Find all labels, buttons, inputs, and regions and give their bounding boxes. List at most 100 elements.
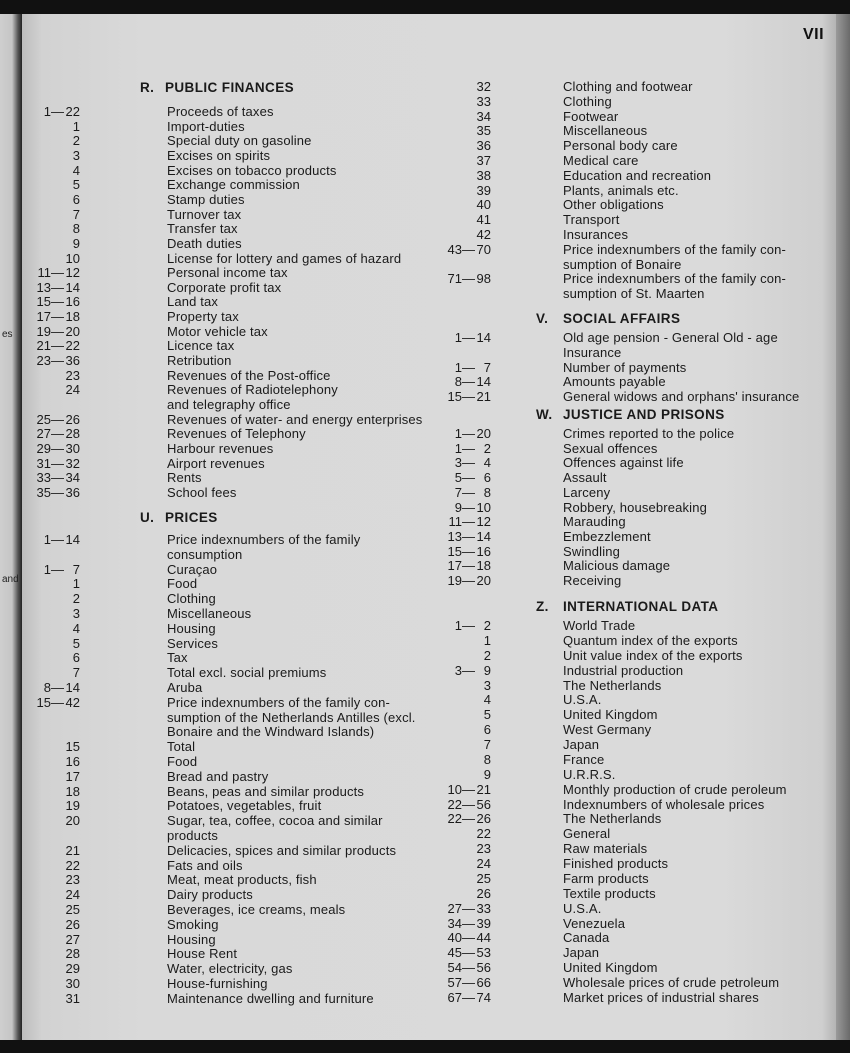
table-number-from: 45— xyxy=(447,945,475,961)
table-title: U.S.A. xyxy=(563,900,602,916)
table-title: Personal income tax xyxy=(167,265,288,281)
table-title: Property tax xyxy=(167,309,239,325)
table-title: The Netherlands xyxy=(563,677,662,693)
table-number-to: 15 xyxy=(65,739,80,755)
table-number-to: 16 xyxy=(65,294,80,310)
table-title: Larceny xyxy=(563,484,611,500)
table-number-to: 20 xyxy=(476,426,491,441)
table-title: Wholesale prices of crude petroleum xyxy=(563,975,780,991)
table-title: Venezuela xyxy=(563,915,626,931)
table-title: United Kingdom xyxy=(563,707,658,723)
section-letter: W. xyxy=(536,407,553,422)
book-spine xyxy=(0,14,22,1040)
table-number-to: 4 xyxy=(483,455,491,471)
table-number-to: 36 xyxy=(65,484,80,500)
table-number-to: 14 xyxy=(65,680,80,695)
table-number-to: 74 xyxy=(476,990,491,1005)
table-number-to: 7 xyxy=(483,359,491,375)
table-title: Airport revenues xyxy=(167,455,265,471)
table-number-from: 40— xyxy=(447,930,475,946)
table-title: School fees xyxy=(167,484,237,500)
table-number-to: 98 xyxy=(476,271,491,287)
table-title: Transfer tax xyxy=(167,221,238,237)
table-number-to: 12 xyxy=(476,514,491,530)
table-title: House-furnishing xyxy=(167,976,268,991)
table-title: Clothing xyxy=(563,93,612,109)
table-number-from: 57— xyxy=(447,975,475,991)
table-title: Services xyxy=(167,635,219,651)
table-title: Footwear xyxy=(563,108,619,124)
table-number-to: 29 xyxy=(65,961,80,977)
table-title: Proceeds of taxes xyxy=(167,104,274,119)
table-number-to: 18 xyxy=(476,558,491,574)
table-title: sumption of the Netherlands Antilles (ex… xyxy=(167,709,416,725)
table-title: West Germany xyxy=(563,722,652,738)
table-number-to: 2 xyxy=(483,647,491,663)
table-title: Indexnumbers of wholesale prices xyxy=(563,796,765,812)
table-number-to: 7 xyxy=(72,206,80,222)
table-number-from: 8— xyxy=(454,374,475,390)
table-number-to: 56 xyxy=(476,796,491,812)
table-number-from: 54— xyxy=(447,960,475,976)
table-number-from: 1— xyxy=(454,359,475,375)
table-title: Old age pension - General Old - age xyxy=(563,330,778,345)
table-number-from: 35— xyxy=(36,484,64,500)
table-number-from: 22— xyxy=(447,811,475,827)
table-number-to: 4 xyxy=(483,692,491,708)
table-number-from: 1— xyxy=(454,426,475,441)
table-number-from: 19— xyxy=(447,573,475,588)
table-title: Motor vehicle tax xyxy=(167,323,268,339)
table-title: Monthly production of crude peroleum xyxy=(563,781,787,797)
table-title: The Netherlands xyxy=(563,811,662,827)
table-number-to: 22 xyxy=(65,338,80,354)
table-number-to: 14 xyxy=(476,330,491,345)
table-title: Miscellaneous xyxy=(563,123,648,139)
table-title: Japan xyxy=(563,945,600,961)
table-number-to: 4 xyxy=(72,162,80,178)
table-title: Revenues of Telephony xyxy=(167,426,306,442)
table-number-from: 1— xyxy=(43,561,64,577)
table-title: and telegraphy office xyxy=(167,397,291,412)
table-number-to: 21 xyxy=(65,842,80,858)
table-number-to: 24 xyxy=(476,856,491,872)
table-number-to: 19 xyxy=(65,798,80,814)
table-number-to: 24 xyxy=(65,887,80,903)
table-number-to: 6 xyxy=(483,722,491,738)
table-number-to: 2 xyxy=(72,591,80,607)
table-title: Food xyxy=(167,754,198,769)
table-title: Education and recreation xyxy=(563,167,712,183)
table-number-to: 30 xyxy=(65,440,80,456)
table-title: General xyxy=(563,826,611,842)
table-number-to: 2 xyxy=(483,618,491,633)
table-title: Crimes reported to the police xyxy=(563,426,735,441)
table-number-to: 28 xyxy=(65,426,80,442)
table-number-from: 43— xyxy=(447,241,475,257)
table-number-to: 1 xyxy=(72,576,80,592)
table-number-to: 39 xyxy=(476,915,491,931)
section-title: PRICES xyxy=(165,510,218,525)
table-title: Textile products xyxy=(563,885,656,901)
table-number-to: 8 xyxy=(483,751,491,767)
table-title: Beverages, ice creams, meals xyxy=(167,902,346,917)
table-title: Price indexnumbers of the family con- xyxy=(167,694,391,710)
table-number-to: 33 xyxy=(476,900,491,916)
table-title: Beans, peas and similar products xyxy=(167,783,365,799)
table-title: Revenues of Radiotelephony xyxy=(167,382,338,398)
table-title: Other obligations xyxy=(563,197,664,213)
section-title: JUSTICE AND PRISONS xyxy=(563,407,725,422)
table-number-to: 12 xyxy=(65,265,80,281)
table-number-to: 66 xyxy=(476,975,491,991)
table-number-from: 3— xyxy=(454,455,475,471)
table-title: Fats and oils xyxy=(167,857,243,873)
table-number-from: 1— xyxy=(454,618,475,633)
table-number-to: 44 xyxy=(476,930,491,946)
table-title: Turnover tax xyxy=(167,206,242,222)
table-title: France xyxy=(563,751,605,767)
table-number-to: 1 xyxy=(483,632,491,648)
table-title: Revenues of the Post-office xyxy=(167,367,331,383)
table-title: Japan xyxy=(563,737,600,753)
table-title: Stamp duties xyxy=(167,191,245,207)
table-number-to: 42 xyxy=(476,227,491,242)
table-number-from: 13— xyxy=(36,279,64,295)
table-number-to: 26 xyxy=(476,885,491,901)
